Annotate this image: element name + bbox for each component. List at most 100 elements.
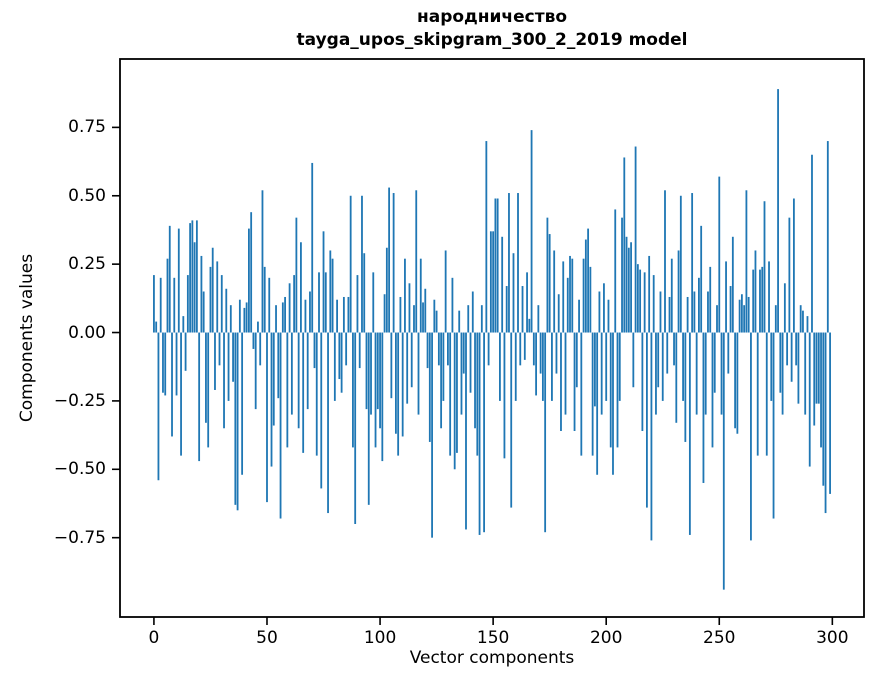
- bar: [664, 190, 666, 333]
- bar: [492, 231, 495, 333]
- chart-title: народничество tayga_upos_skipgram_300_2_…: [120, 6, 864, 52]
- bar: [496, 198, 499, 333]
- bar: [349, 195, 352, 333]
- bar: [379, 332, 381, 429]
- bar: [795, 332, 798, 366]
- bar: [408, 283, 411, 333]
- bar: [422, 302, 424, 333]
- bar: [250, 212, 253, 333]
- bar: [686, 296, 689, 333]
- bar: [456, 332, 458, 453]
- bar: [327, 332, 329, 514]
- bar: [186, 275, 189, 333]
- bar: [166, 258, 169, 333]
- bar: [720, 332, 723, 415]
- bar: [277, 332, 280, 399]
- bar: [245, 302, 248, 333]
- bar: [503, 332, 506, 459]
- bar: [802, 310, 804, 333]
- bar: [342, 296, 345, 333]
- bar: [564, 332, 567, 415]
- bar: [225, 288, 228, 333]
- bar: [286, 332, 289, 448]
- bar: [688, 332, 691, 535]
- bar: [404, 258, 406, 333]
- bar: [521, 286, 524, 333]
- bar: [702, 332, 705, 483]
- bar: [171, 332, 173, 437]
- bar: [333, 332, 336, 401]
- bar: [458, 310, 461, 333]
- bar: [569, 255, 571, 333]
- bar: [397, 332, 400, 456]
- bar: [268, 277, 271, 333]
- bar: [605, 332, 608, 401]
- bar: [281, 302, 284, 333]
- bar: [691, 193, 694, 333]
- bar: [159, 277, 162, 333]
- bar: [727, 332, 730, 374]
- bar: [279, 332, 282, 519]
- bar: [419, 258, 422, 333]
- bar: [309, 291, 311, 333]
- bar: [501, 236, 504, 333]
- bar: [180, 332, 182, 456]
- bar: [566, 277, 569, 333]
- bar: [485, 141, 488, 333]
- bar: [799, 305, 802, 333]
- bar: [591, 332, 594, 456]
- bar: [815, 332, 818, 404]
- bar: [551, 332, 553, 401]
- bar: [320, 332, 323, 489]
- bar: [578, 299, 580, 333]
- bar: [589, 266, 592, 333]
- bar: [338, 332, 341, 380]
- bar: [297, 332, 300, 429]
- bar: [573, 332, 576, 431]
- bar: [275, 305, 277, 333]
- bar: [668, 296, 671, 333]
- bar: [370, 332, 372, 415]
- bar: [541, 332, 544, 401]
- bar: [661, 332, 664, 401]
- bar: [243, 307, 246, 333]
- y-tick-label: −0.75: [53, 527, 106, 548]
- bar: [598, 291, 601, 333]
- bar: [367, 332, 370, 505]
- bar: [218, 332, 221, 366]
- bar: [754, 250, 757, 333]
- bar: [257, 321, 259, 333]
- bar: [460, 332, 463, 415]
- bar: [175, 332, 178, 396]
- y-tick-label: 0.25: [68, 254, 106, 275]
- bar: [612, 332, 614, 475]
- bar: [381, 332, 384, 462]
- bar: [478, 332, 481, 535]
- bar: [632, 332, 635, 388]
- y-tick-label: 0.00: [68, 322, 106, 343]
- bar: [512, 253, 515, 333]
- bar: [290, 332, 293, 415]
- bar: [254, 332, 257, 410]
- bar: [684, 332, 687, 442]
- bar: [695, 332, 698, 415]
- bar: [698, 277, 700, 333]
- bar: [401, 332, 404, 437]
- bar: [417, 332, 420, 415]
- bar: [607, 299, 610, 333]
- bar: [322, 231, 325, 333]
- bar: [553, 250, 556, 333]
- bar: [313, 332, 316, 369]
- axes-frame: [119, 58, 865, 618]
- bar: [596, 332, 599, 475]
- bar: [738, 299, 741, 333]
- bar: [302, 332, 305, 453]
- bar: [295, 217, 298, 333]
- bar: [318, 272, 320, 333]
- bar: [580, 332, 583, 456]
- bar: [517, 193, 519, 333]
- bar: [603, 283, 605, 333]
- bar: [315, 332, 318, 456]
- bar: [467, 305, 470, 333]
- bar: [241, 332, 244, 475]
